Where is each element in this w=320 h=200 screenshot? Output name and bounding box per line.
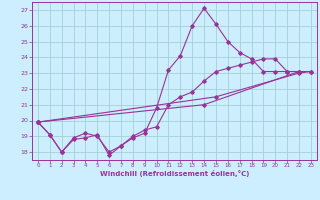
X-axis label: Windchill (Refroidissement éolien,°C): Windchill (Refroidissement éolien,°C) — [100, 170, 249, 177]
